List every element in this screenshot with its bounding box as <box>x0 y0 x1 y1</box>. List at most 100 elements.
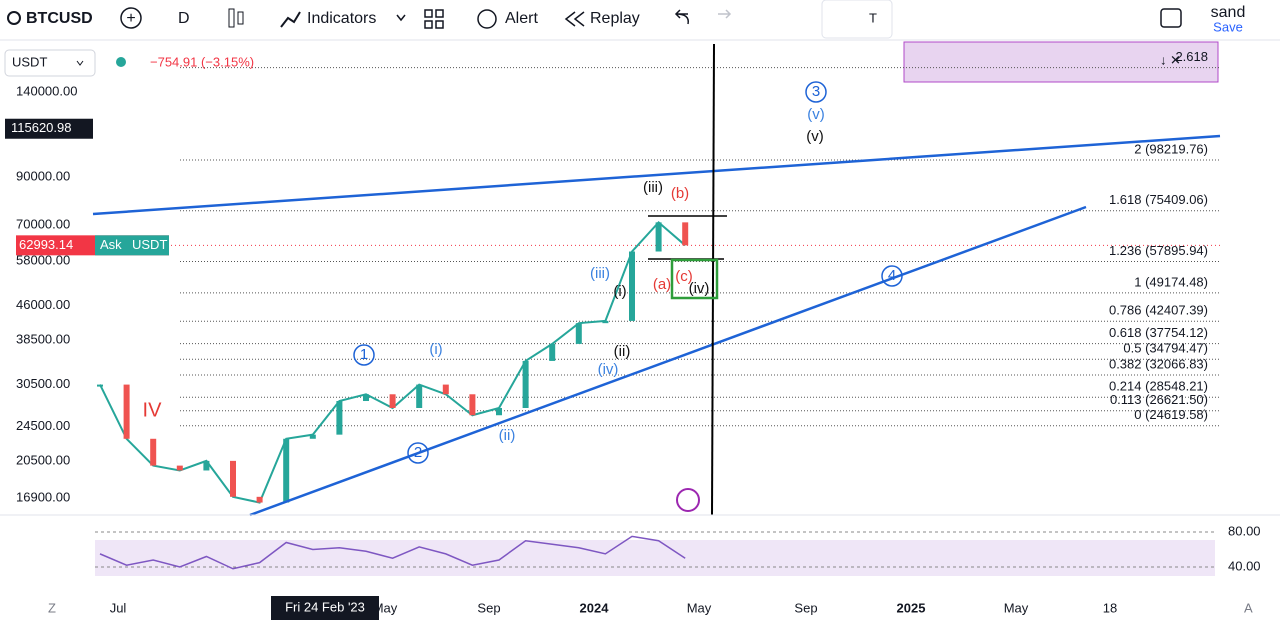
candle <box>203 460 210 471</box>
undo[interactable] <box>674 9 689 25</box>
search-icon[interactable] <box>7 11 21 25</box>
time-label: 2025 <box>897 600 926 615</box>
alert-button[interactable]: Alert <box>505 10 538 27</box>
wave-label: IV <box>143 399 163 421</box>
candle <box>336 401 343 435</box>
time-label: 2024 <box>580 600 610 615</box>
price-tick-label: 46000.00 <box>16 297 70 312</box>
fib-label: 0.5 (34794.47) <box>1123 341 1208 356</box>
redo[interactable] <box>718 9 732 19</box>
candle <box>629 251 635 321</box>
fib-label: 0.113 (26621.50) <box>1110 392 1208 407</box>
candle <box>549 343 556 361</box>
wave-circle <box>353 344 375 366</box>
wave-circle <box>407 442 429 464</box>
indicators-button[interactable]: Indicators <box>307 10 376 27</box>
currency[interactable]: USDT <box>12 54 47 69</box>
wave-label: (a) <box>653 276 671 293</box>
add-symbol[interactable] <box>120 7 142 29</box>
time-tooltip: Fri 24 Feb '23 <box>285 599 365 614</box>
fib-label: 2 (98219.76) <box>1134 141 1208 156</box>
candle <box>469 394 476 416</box>
wave-label: (c) <box>675 268 693 285</box>
interval[interactable]: D <box>178 10 190 27</box>
alert-icon <box>477 9 497 29</box>
fib-label: 2.618 <box>1175 49 1208 64</box>
user-name[interactable]: sand <box>1211 4 1246 21</box>
wave-label: (ii) <box>499 427 516 444</box>
auto-button[interactable]: A <box>1244 600 1253 615</box>
ask-currency: USDT <box>132 237 167 252</box>
wave-label: (b) <box>671 185 689 202</box>
crosshair-label-bg <box>5 118 93 139</box>
vertical-line <box>711 43 715 516</box>
wave-label: (iv) <box>598 361 619 378</box>
ask-label: Ask <box>100 237 122 252</box>
plus: + <box>126 10 135 27</box>
layouts-icon[interactable] <box>424 9 444 29</box>
pane-close[interactable]: ✕ <box>1170 52 1181 67</box>
candle <box>150 438 157 466</box>
upper-trendline <box>92 134 1221 216</box>
fib-label: 1.618 (75409.06) <box>1109 192 1208 207</box>
rsi-band <box>95 540 1215 576</box>
fullscreen[interactable] <box>1160 8 1182 28</box>
time-tooltip-bg <box>271 596 379 620</box>
crosshair-label: 115620.98 <box>11 120 72 135</box>
rsi-tick-label: 80.00 <box>1228 523 1261 538</box>
chart-type-icon <box>237 11 244 25</box>
time-label: Sep <box>794 600 817 615</box>
candle <box>655 222 662 252</box>
fib-label: 0.618 (37754.12) <box>1109 325 1208 340</box>
event-icon[interactable] <box>676 488 700 512</box>
green-box <box>670 258 719 300</box>
time-label: 18 <box>1103 600 1117 615</box>
wave-label: (iii) <box>590 265 610 282</box>
replay-icon <box>564 11 585 27</box>
wave-label: (iii) <box>643 179 663 196</box>
candle <box>416 384 423 408</box>
time-label: May <box>1004 600 1029 615</box>
time-label: Jul <box>110 600 127 615</box>
fib-label: 0.786 (42407.39) <box>1109 303 1208 318</box>
candle <box>575 323 582 344</box>
wave-label: (i) <box>429 341 442 358</box>
replay-button[interactable]: Replay <box>590 10 640 27</box>
wave-label: (iv) <box>689 280 710 297</box>
candle <box>682 222 689 246</box>
wave-label: (v) <box>806 128 824 145</box>
wave-label: (i) <box>613 283 626 300</box>
plot <box>95 67 1220 504</box>
price-tick-label: 70000.00 <box>16 217 70 232</box>
dropdown <box>76 60 84 66</box>
pane-arrow[interactable]: ↓ <box>1160 52 1167 67</box>
toolbar <box>0 0 1280 40</box>
price-tick-label: 16900.00 <box>16 489 70 504</box>
zoom-button[interactable]: Z <box>48 600 56 615</box>
candle <box>442 384 449 395</box>
fib-label: 1.236 (57895.94) <box>1109 243 1208 258</box>
candle <box>363 394 369 402</box>
candle <box>230 460 236 497</box>
candle <box>309 434 316 439</box>
candle <box>256 496 263 503</box>
price-tick-label: 140000.00 <box>16 83 77 98</box>
time-label: Sep <box>477 600 500 615</box>
symbol[interactable]: BTCUSD <box>26 10 93 27</box>
fib-label: 0.214 (28548.21) <box>1109 379 1208 394</box>
last-price: 62993.14 <box>19 237 73 252</box>
chart-type-icon[interactable] <box>228 8 235 28</box>
fib-label: 0.382 (32066.83) <box>1109 356 1208 371</box>
wave-label: 3 <box>812 83 820 100</box>
currency-select[interactable] <box>4 49 96 77</box>
wave-label: (v) <box>807 106 825 123</box>
price-tick-label: 90000.00 <box>16 168 70 183</box>
time-axis <box>0 595 1280 631</box>
wave-circle <box>881 265 903 287</box>
dropdown[interactable] <box>396 14 406 22</box>
wave-label: (ii) <box>614 343 631 360</box>
save-button[interactable]: Save <box>1213 19 1243 34</box>
candle <box>389 394 396 408</box>
fib-label: 0 (24619.58) <box>1134 407 1208 422</box>
text-tool[interactable]: T <box>869 10 877 25</box>
